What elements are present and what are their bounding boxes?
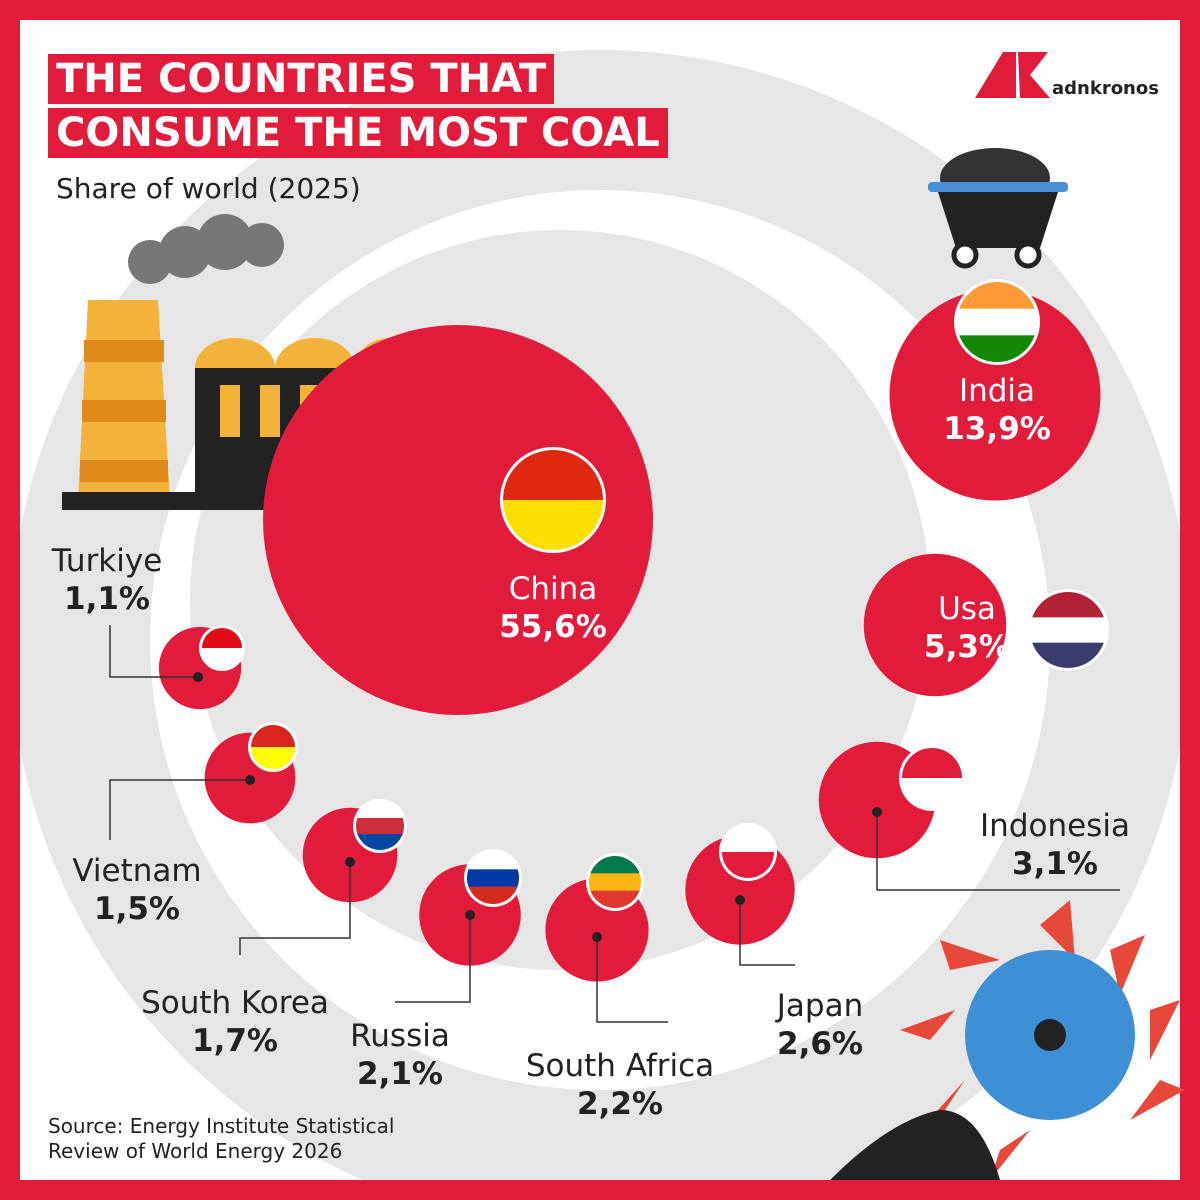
leader-dot <box>345 857 355 867</box>
bubble <box>889 289 1101 501</box>
leader-dot <box>245 775 255 785</box>
brand: adnkronos <box>1052 78 1159 99</box>
flag-stripe <box>356 834 404 851</box>
country-name: Turkiye <box>51 543 163 579</box>
country-name: India <box>958 373 1036 409</box>
bubble <box>863 553 1007 697</box>
flag-stripe <box>356 818 404 835</box>
bubble-label: South Africa 2,2% <box>500 1047 740 1123</box>
flag-stripe <box>202 648 242 669</box>
country-name: Usa <box>938 591 996 627</box>
value-label: 2,6% <box>777 1026 863 1062</box>
leader-dot <box>735 895 745 905</box>
flag-stripe <box>202 628 242 649</box>
value-label: 2,1% <box>357 1056 443 1092</box>
value-label: 2,2% <box>577 1086 663 1122</box>
logo <box>975 52 1050 98</box>
flag-stripe <box>251 747 295 770</box>
value-label: 3,1% <box>1012 846 1098 882</box>
country-name: Indonesia <box>980 808 1130 844</box>
leader-dot <box>465 910 475 920</box>
bubble-label: Usa 5,3% <box>847 590 1087 666</box>
leader-line <box>239 862 351 955</box>
value-label: 1,1% <box>64 581 150 617</box>
country-name: Vietnam <box>72 853 202 889</box>
leader-dot <box>193 672 203 682</box>
flag-stripe <box>251 725 295 748</box>
flag-stripe <box>589 891 641 909</box>
flag-stripe <box>1030 617 1106 643</box>
flag-stripe <box>467 852 519 870</box>
bubble-label: Indonesia 3,1% <box>935 807 1175 883</box>
subtitle: Share of world (2025) <box>56 172 361 205</box>
leader-line <box>395 915 471 1003</box>
leader-line <box>739 900 795 966</box>
bubble-label: India 13,9% <box>877 372 1117 448</box>
leader-line <box>876 812 1120 891</box>
flag-stripe <box>957 309 1037 336</box>
flag-stripe <box>467 887 519 905</box>
title: THE COUNTRIES THAT CONSUME THE MOST COAL <box>48 54 668 158</box>
value-label: 55,6% <box>499 609 607 645</box>
bubble-label: China 55,6% <box>433 570 673 646</box>
flag-stripe <box>356 802 404 819</box>
flag-stripe <box>589 856 641 874</box>
coal-wheel <box>830 900 1185 1180</box>
leader-line <box>109 779 250 840</box>
bubble <box>263 325 653 715</box>
country-name: Japan <box>776 988 864 1024</box>
bubble-label: Vietnam 1,5% <box>17 852 257 928</box>
source: Source: Energy Institute Statistical Rev… <box>48 1114 395 1163</box>
flag-stripe <box>467 869 519 887</box>
value-label: 13,9% <box>943 411 1051 447</box>
leader-dot <box>592 932 602 942</box>
bubble-label: Japan 2,6% <box>700 987 940 1063</box>
value-label: 5,3% <box>924 629 1010 665</box>
country-name: South Korea <box>141 985 329 1021</box>
value-label: 1,7% <box>192 1023 278 1059</box>
title-box: THE COUNTRIES THAT CONSUME THE MOST COAL <box>48 52 728 160</box>
mine-cart <box>928 148 1068 269</box>
flag-stripe <box>589 873 641 891</box>
bubble-label: Russia 2,1% <box>280 1017 520 1093</box>
leader-line <box>109 625 198 678</box>
bubble-label: South Korea 1,7% <box>115 984 355 1060</box>
value-label: 1,5% <box>94 891 180 927</box>
country-name: South Africa <box>525 1048 715 1084</box>
leader-line <box>596 937 668 1023</box>
bubble-label: Turkiye 1,1% <box>0 542 227 618</box>
country-name: China <box>508 571 598 607</box>
leader-dot <box>872 807 882 817</box>
country-name: Russia <box>350 1018 450 1054</box>
